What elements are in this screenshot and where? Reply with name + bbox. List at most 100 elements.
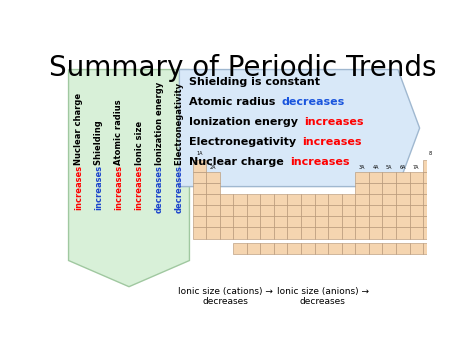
Bar bbox=[396, 171, 410, 183]
Bar bbox=[383, 216, 396, 228]
Bar bbox=[369, 216, 383, 228]
Text: 6A: 6A bbox=[400, 165, 406, 170]
Bar bbox=[192, 160, 206, 171]
Bar bbox=[423, 216, 437, 228]
Text: decreases: decreases bbox=[281, 97, 345, 107]
Bar bbox=[369, 183, 383, 194]
Bar bbox=[301, 243, 315, 254]
Text: 8: 8 bbox=[428, 151, 431, 156]
Bar bbox=[356, 205, 369, 216]
Text: increases: increases bbox=[94, 165, 103, 210]
Bar bbox=[369, 243, 383, 254]
Bar bbox=[260, 194, 274, 205]
Bar bbox=[369, 194, 383, 205]
Bar bbox=[247, 228, 260, 239]
Bar bbox=[219, 228, 233, 239]
Bar bbox=[206, 171, 219, 183]
Bar bbox=[288, 205, 301, 216]
Text: Nuclear charge: Nuclear charge bbox=[190, 157, 288, 167]
Bar bbox=[423, 228, 437, 239]
Bar bbox=[206, 228, 219, 239]
Bar bbox=[233, 205, 247, 216]
Text: increases: increases bbox=[302, 137, 362, 147]
Bar bbox=[396, 243, 410, 254]
Bar bbox=[383, 243, 396, 254]
Bar bbox=[410, 171, 423, 183]
Bar bbox=[396, 216, 410, 228]
Bar bbox=[383, 171, 396, 183]
Bar bbox=[383, 194, 396, 205]
Bar bbox=[342, 228, 356, 239]
Text: increases: increases bbox=[135, 165, 144, 210]
Bar bbox=[356, 171, 369, 183]
Bar bbox=[396, 205, 410, 216]
Bar bbox=[247, 194, 260, 205]
Bar bbox=[206, 194, 219, 205]
Polygon shape bbox=[179, 70, 419, 187]
Bar bbox=[328, 205, 342, 216]
Bar bbox=[247, 216, 260, 228]
Text: 3A: 3A bbox=[359, 165, 365, 170]
Text: 4A: 4A bbox=[373, 165, 379, 170]
Text: Nuclear charge: Nuclear charge bbox=[74, 90, 83, 165]
Bar bbox=[192, 194, 206, 205]
Text: 2A: 2A bbox=[210, 165, 216, 170]
Text: Electronegativity: Electronegativity bbox=[175, 80, 184, 165]
Bar bbox=[342, 205, 356, 216]
Bar bbox=[315, 216, 328, 228]
Bar bbox=[423, 194, 437, 205]
Bar bbox=[356, 228, 369, 239]
Polygon shape bbox=[69, 70, 190, 287]
Bar bbox=[274, 243, 288, 254]
Bar bbox=[206, 205, 219, 216]
Bar bbox=[233, 243, 247, 254]
Text: Atomic radius: Atomic radius bbox=[114, 97, 123, 165]
Bar bbox=[260, 216, 274, 228]
Bar bbox=[328, 228, 342, 239]
Bar bbox=[192, 183, 206, 194]
Bar bbox=[342, 216, 356, 228]
Text: Summary of Periodic Trends: Summary of Periodic Trends bbox=[49, 54, 437, 82]
Bar bbox=[301, 228, 315, 239]
Bar bbox=[369, 171, 383, 183]
Text: Ionic size (anions) →
decreases: Ionic size (anions) → decreases bbox=[277, 287, 369, 306]
Bar bbox=[219, 216, 233, 228]
Bar bbox=[369, 205, 383, 216]
Bar bbox=[260, 243, 274, 254]
Text: increases: increases bbox=[74, 165, 83, 210]
Bar bbox=[301, 205, 315, 216]
Text: Ionic size: Ionic size bbox=[135, 118, 144, 165]
Bar bbox=[274, 205, 288, 216]
Bar bbox=[274, 194, 288, 205]
Bar bbox=[383, 205, 396, 216]
Bar bbox=[383, 228, 396, 239]
Bar bbox=[410, 243, 423, 254]
Bar bbox=[315, 194, 328, 205]
Bar bbox=[288, 194, 301, 205]
Bar bbox=[192, 228, 206, 239]
Text: Shielding: Shielding bbox=[94, 118, 103, 165]
Text: 1A: 1A bbox=[196, 151, 202, 156]
Bar bbox=[260, 228, 274, 239]
Text: decreases: decreases bbox=[175, 165, 184, 213]
Bar bbox=[206, 216, 219, 228]
Bar bbox=[342, 194, 356, 205]
Bar bbox=[233, 228, 247, 239]
Text: Atomic radius: Atomic radius bbox=[190, 97, 280, 107]
Bar bbox=[356, 194, 369, 205]
Bar bbox=[328, 216, 342, 228]
Bar bbox=[423, 243, 437, 254]
Bar bbox=[192, 171, 206, 183]
Bar bbox=[369, 228, 383, 239]
Bar bbox=[260, 205, 274, 216]
Bar bbox=[423, 160, 437, 171]
Bar bbox=[342, 243, 356, 254]
Bar bbox=[356, 183, 369, 194]
Bar bbox=[247, 243, 260, 254]
Bar bbox=[356, 243, 369, 254]
Bar bbox=[423, 171, 437, 183]
Bar bbox=[396, 183, 410, 194]
Bar bbox=[274, 216, 288, 228]
Bar bbox=[315, 243, 328, 254]
Bar bbox=[288, 216, 301, 228]
